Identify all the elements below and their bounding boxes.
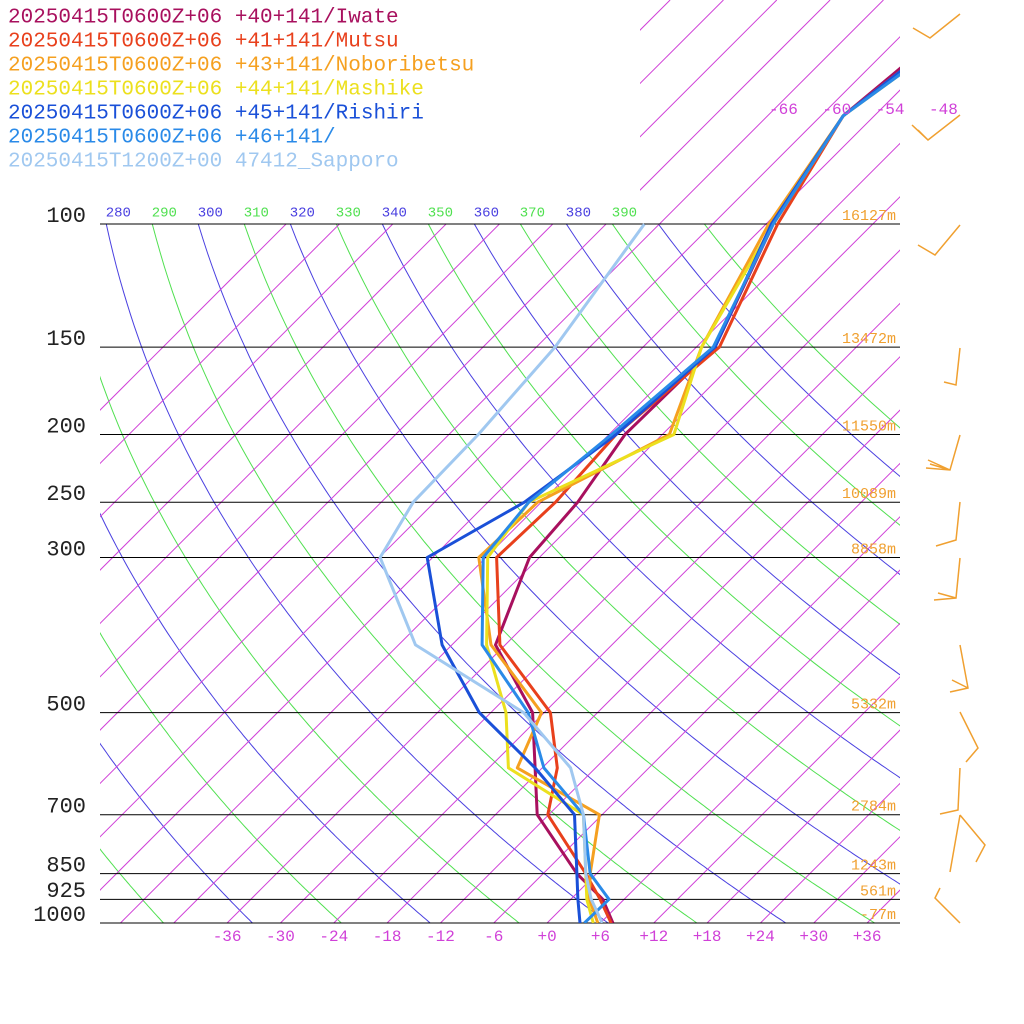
dry-adiabat xyxy=(657,224,900,478)
y-tick-label: 200 xyxy=(46,414,86,439)
x-tick-label: +24 xyxy=(746,928,775,946)
isotherm xyxy=(333,0,900,923)
y-tick-label: 850 xyxy=(46,853,86,878)
isotherm xyxy=(173,0,900,923)
height-label: 11550m xyxy=(842,418,896,435)
profiles xyxy=(378,12,900,923)
x-tick-label: +36 xyxy=(853,928,882,946)
dry-adiabat xyxy=(703,224,900,429)
isotherm xyxy=(100,0,900,923)
legend-entry: 20250415T0600Z+06 +46+141/ xyxy=(8,127,336,150)
isotherm-label: -60 xyxy=(822,101,851,119)
theta-label: 320 xyxy=(290,206,315,222)
dry-adiabat xyxy=(289,224,900,885)
y-tick-label: 100 xyxy=(46,204,86,229)
legend-entry: 20250415T0600Z+06 +44+141/Mashike xyxy=(8,79,424,102)
x-tick-label: -24 xyxy=(319,928,348,946)
height-label: -77m xyxy=(860,907,896,924)
x-tick-label: -18 xyxy=(373,928,402,946)
x-tick-label: -30 xyxy=(266,928,295,946)
theta-label: 300 xyxy=(198,206,223,222)
temperature-line xyxy=(378,223,646,923)
legend-entry: 20250415T0600Z+06 +45+141/Rishiri xyxy=(8,103,424,126)
isotherm xyxy=(440,0,900,923)
theta-label: 290 xyxy=(152,206,177,222)
temperature-line xyxy=(425,12,900,923)
dry-adiabats xyxy=(100,224,900,923)
isotherm xyxy=(226,0,900,923)
temperature-line xyxy=(477,12,900,923)
y-tick-label: 500 xyxy=(46,692,86,717)
isotherm xyxy=(866,0,900,923)
height-label: 13472m xyxy=(842,331,896,348)
legend-entry: 20250415T1200Z+00 47412_Sapporo xyxy=(8,151,399,174)
x-tick-label: +30 xyxy=(799,928,828,946)
dry-adiabat xyxy=(381,224,900,779)
x-tick-label: +6 xyxy=(591,928,610,946)
y-tick-label: 700 xyxy=(46,795,86,820)
temperature-line xyxy=(480,12,900,923)
isotherm xyxy=(100,0,900,923)
dry-adiabat xyxy=(473,224,900,676)
isotherm xyxy=(493,0,900,923)
height-label: 2784m xyxy=(851,799,896,816)
isotherm xyxy=(653,0,900,923)
dry-adiabat xyxy=(197,224,787,923)
isotherm-label: -54 xyxy=(876,101,905,119)
dry-adiabat xyxy=(565,224,900,576)
height-label: 16127m xyxy=(842,208,896,225)
height-label: 561m xyxy=(860,883,896,900)
isotherm-label: -66 xyxy=(769,101,798,119)
isotherm xyxy=(760,0,900,923)
isotherm xyxy=(706,0,900,923)
theta-label: 310 xyxy=(244,206,269,222)
y-tick-label: 150 xyxy=(46,327,86,352)
isotherm xyxy=(386,0,900,923)
isotherm xyxy=(600,0,900,923)
isotherm-label: -48 xyxy=(929,101,958,119)
dry-adiabat xyxy=(519,224,900,626)
height-label: 8858m xyxy=(851,542,896,559)
dry-adiabat xyxy=(100,742,253,923)
x-tick-label: +0 xyxy=(538,928,557,946)
y-tick-label: 1000 xyxy=(33,903,86,928)
theta-label: 340 xyxy=(382,206,407,222)
x-tick-label: -36 xyxy=(213,928,242,946)
theta-label: 390 xyxy=(612,206,637,222)
y-tick-label: 925 xyxy=(46,879,86,904)
wind-barbs xyxy=(911,13,986,924)
labels: 280 290 300 310 320 330 340 350 360 370 380 390 -66 -… xyxy=(8,7,958,947)
isotherm xyxy=(546,0,900,923)
isotherm xyxy=(100,0,831,923)
legend-entry: 20250415T0600Z+06 +40+141/Iwate xyxy=(8,7,399,30)
y-tick-label: 250 xyxy=(46,482,86,507)
x-tick-label: +12 xyxy=(639,928,668,946)
x-tick-label: -6 xyxy=(484,928,503,946)
theta-label: 280 xyxy=(106,206,131,222)
height-label: 5332m xyxy=(851,697,896,714)
y-tick-label: 300 xyxy=(46,537,86,562)
theta-label: 350 xyxy=(428,206,453,222)
theta-label: 370 xyxy=(520,206,545,222)
temperature-line xyxy=(495,12,900,923)
height-label: 1243m xyxy=(851,858,896,875)
dry-adiabat xyxy=(335,224,900,831)
legend-entry: 20250415T0600Z+06 +43+141/Noboribetsu xyxy=(8,55,474,78)
legend-entry: 20250415T0600Z+06 +41+141/Mutsu xyxy=(8,31,399,54)
isotherm xyxy=(100,0,884,923)
x-tick-label: +18 xyxy=(693,928,722,946)
height-label: 10089m xyxy=(842,486,896,503)
theta-label: 380 xyxy=(566,206,591,222)
dry-adiabat xyxy=(427,224,900,727)
x-tick-label: -12 xyxy=(426,928,455,946)
isotherm xyxy=(280,0,900,923)
theta-label: 360 xyxy=(474,206,499,222)
theta-label: 330 xyxy=(336,206,361,222)
